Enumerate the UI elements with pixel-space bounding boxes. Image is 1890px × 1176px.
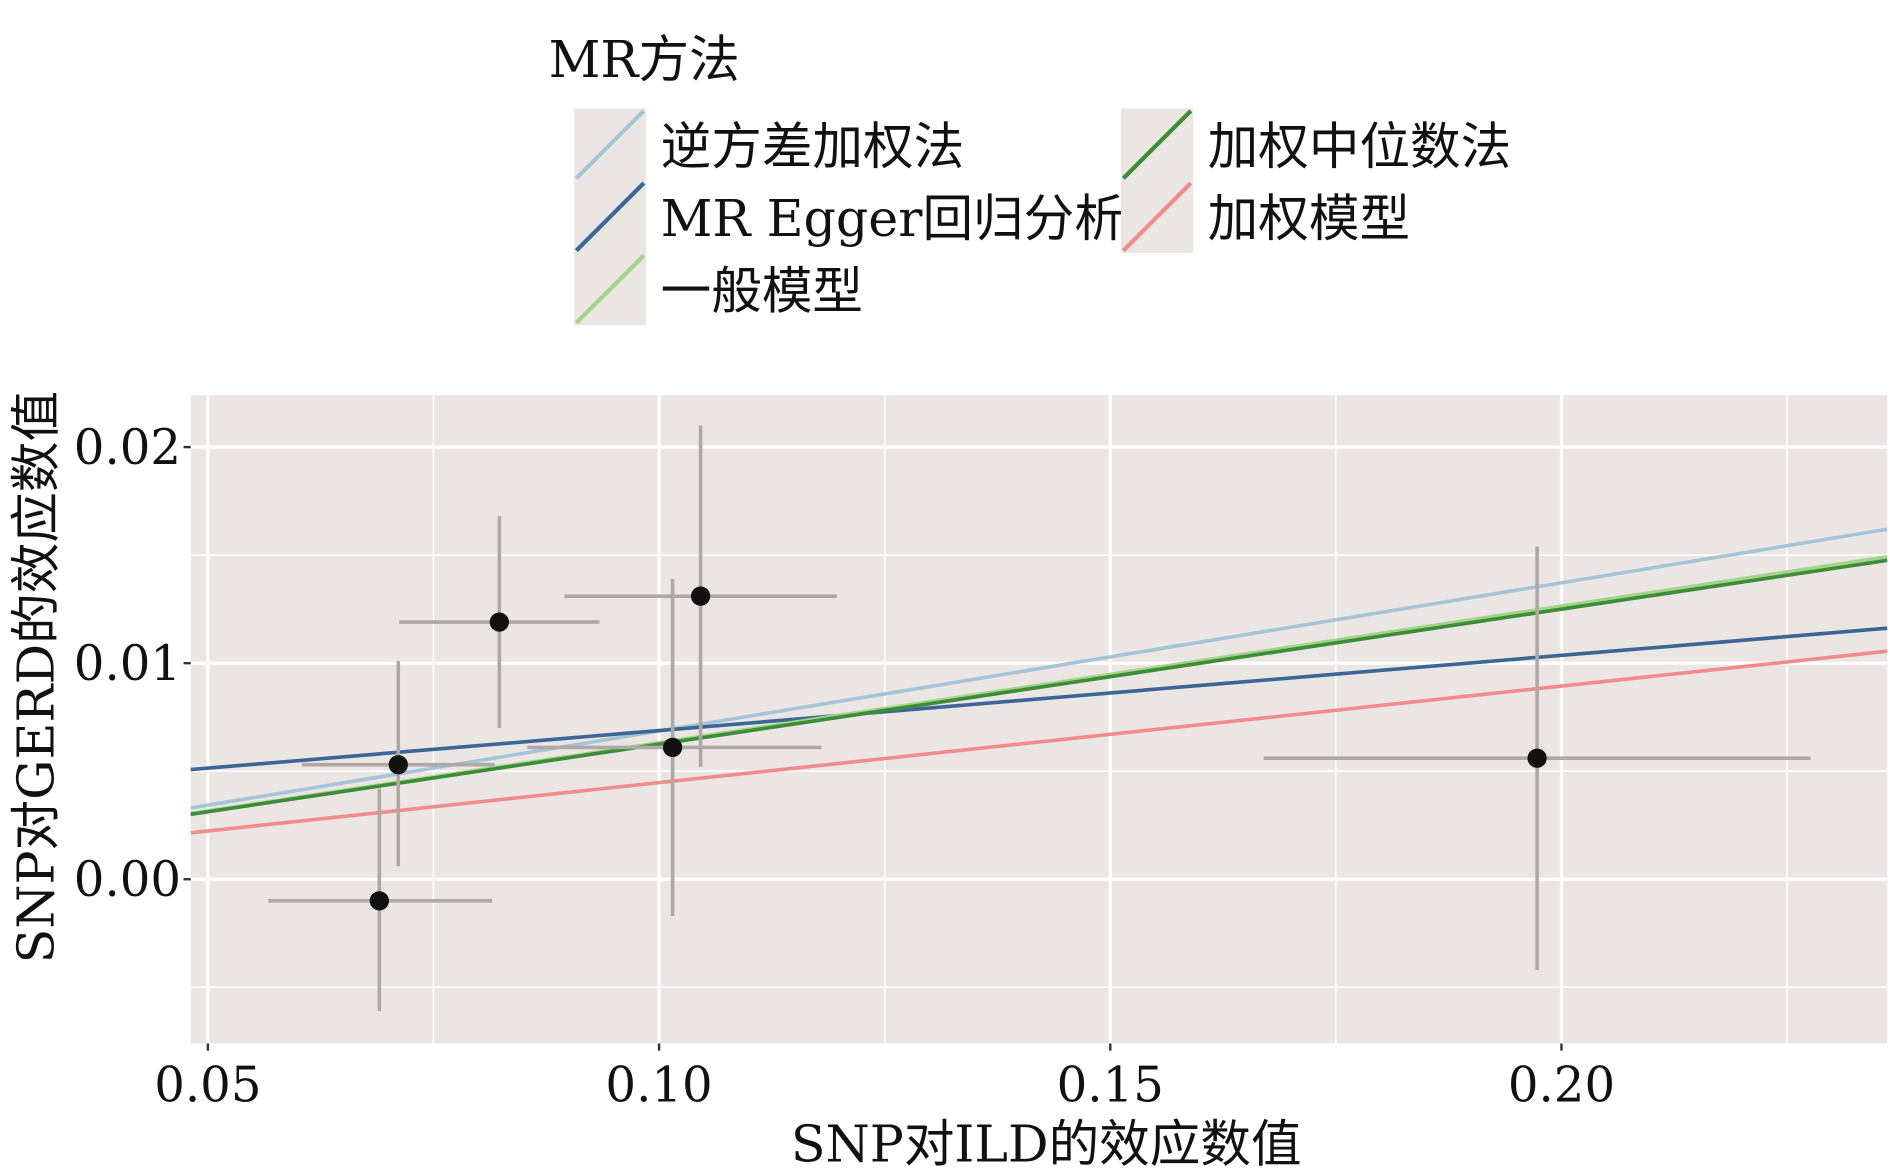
x-tick-label: 0.05 — [154, 1057, 261, 1113]
data-point — [1527, 748, 1547, 768]
regression-line — [190, 558, 1888, 817]
x-tick-label: 0.20 — [1508, 1057, 1615, 1113]
x-tick-label: 0.15 — [1057, 1057, 1164, 1113]
y-tick-label: 0.02 — [74, 420, 181, 476]
y-tick-label: 0.00 — [74, 852, 181, 908]
regression-lines — [190, 527, 1888, 835]
data-points — [369, 586, 1547, 911]
axes: 0.05 0.10 0.15 0.20 0.00 0.01 0.02 — [74, 420, 1615, 1113]
legend-label: MR Egger回归分析 — [661, 189, 1125, 248]
regression-line — [190, 527, 1888, 810]
legend-label: 逆方差加权法 — [661, 117, 965, 176]
legend-label: 加权模型 — [1208, 189, 1410, 248]
x-tick-label: 0.10 — [605, 1057, 712, 1113]
data-point — [690, 586, 711, 606]
grid — [190, 395, 1888, 1044]
legend-key-line — [574, 253, 646, 325]
legend-key-line — [574, 109, 646, 180]
y-axis-label: SNP对GERD的效应数值 — [6, 391, 65, 964]
y-tick-label: 0.01 — [74, 636, 181, 692]
plot-panel — [190, 395, 1888, 1044]
legend-label: 一般模型 — [661, 261, 863, 320]
data-point — [662, 737, 683, 758]
regression-line — [190, 649, 1888, 835]
legend-key-line — [574, 181, 646, 253]
legend-key-line — [1121, 181, 1193, 253]
legend-title: MR方法 — [549, 30, 740, 89]
legend-label: 加权中位数法 — [1208, 117, 1512, 176]
data-point — [369, 891, 389, 911]
regression-line — [190, 626, 1888, 772]
data-point — [489, 612, 509, 632]
x-axis-label: SNP对ILD的效应数值 — [791, 1115, 1302, 1174]
legend-key-line — [1121, 109, 1193, 180]
data-point — [388, 755, 408, 775]
